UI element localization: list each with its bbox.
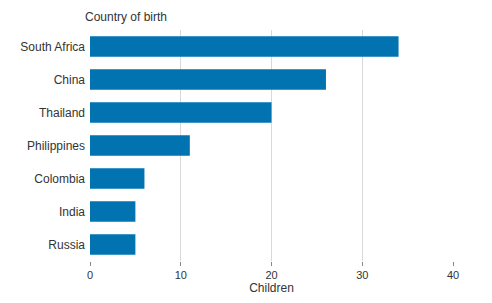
svg-text:20: 20 bbox=[265, 269, 277, 281]
svg-text:Philippines: Philippines bbox=[27, 139, 85, 153]
svg-text:Russia: Russia bbox=[48, 238, 85, 252]
svg-text:China: China bbox=[54, 73, 86, 87]
svg-text:Colombia: Colombia bbox=[34, 172, 85, 186]
svg-text:30: 30 bbox=[356, 269, 368, 281]
svg-text:Children: Children bbox=[249, 281, 294, 295]
svg-text:Thailand: Thailand bbox=[39, 106, 85, 120]
svg-text:0: 0 bbox=[87, 269, 93, 281]
svg-text:10: 10 bbox=[175, 269, 187, 281]
svg-text:Country of birth: Country of birth bbox=[85, 10, 167, 24]
svg-text:India: India bbox=[59, 205, 85, 219]
svg-text:40: 40 bbox=[447, 269, 459, 281]
svg-text:South Africa: South Africa bbox=[20, 40, 85, 54]
